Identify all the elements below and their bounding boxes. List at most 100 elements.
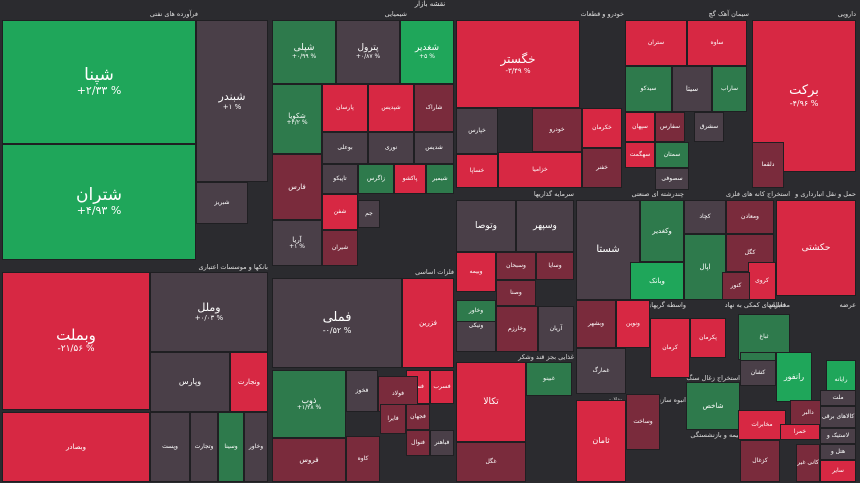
stock-tile[interactable]: شبندر +۱ % — [196, 20, 268, 182]
stock-tile[interactable]: شکویا +۴/۲ % — [272, 84, 322, 154]
stock-tile[interactable]: شاخص — [686, 382, 740, 430]
stock-tile[interactable]: نوری — [368, 132, 414, 164]
stock-tile[interactable]: ونوین — [616, 300, 650, 348]
stock-tile[interactable]: ثامان — [576, 400, 626, 482]
stock-tile[interactable]: ملت — [820, 390, 856, 406]
stock-tile[interactable]: ومعادن — [726, 200, 774, 234]
stock-tile[interactable]: وپارس — [150, 352, 230, 412]
stock-tile[interactable]: جم — [358, 200, 380, 228]
stock-tile[interactable]: شدیس — [414, 132, 454, 164]
stock-tile[interactable]: وبیمه — [456, 252, 496, 292]
stock-tile[interactable]: ساراب — [712, 66, 747, 112]
stock-tile[interactable]: کروی — [748, 262, 776, 300]
stock-tile[interactable]: کاوه — [346, 436, 380, 482]
stock-tile[interactable]: سفارس — [655, 112, 685, 142]
stock-tile[interactable]: غمارگ — [576, 348, 626, 394]
stock-tile[interactable]: وبشهر — [576, 300, 616, 348]
stock-tile[interactable]: آریا +۱ % — [272, 220, 322, 266]
stock-tile[interactable]: فملی -۰/۵۲ % — [272, 278, 402, 368]
stock-tile[interactable]: وخاور — [456, 300, 496, 322]
stock-tile[interactable]: وسینا — [218, 412, 244, 482]
stock-tile[interactable]: آریان — [538, 306, 574, 352]
stock-tile[interactable]: کشان — [740, 360, 776, 386]
stock-tile[interactable]: شفن — [322, 194, 358, 230]
stock-tile[interactable]: خگستر -۳/۴۹ % — [456, 20, 580, 108]
stock-tile[interactable]: وپست — [150, 412, 190, 482]
stock-tile[interactable]: ساوه — [687, 20, 747, 66]
stock-tile[interactable]: وبصادر — [2, 412, 150, 482]
stock-tile[interactable]: شاراک — [414, 84, 454, 132]
stock-tile[interactable]: کچاد — [684, 200, 726, 234]
stock-tile[interactable]: تکالا — [456, 362, 526, 442]
stock-tile[interactable]: دلقما — [752, 142, 784, 188]
stock-tile[interactable]: هتل و — [820, 444, 856, 460]
stock-tile[interactable]: سشرق — [694, 112, 724, 142]
stock-tile[interactable]: سیتا — [672, 66, 712, 112]
stock-tile[interactable]: فسرب — [430, 370, 454, 404]
stock-tile[interactable]: خزامیا — [498, 152, 582, 188]
stock-tile[interactable]: وسبحان — [496, 252, 536, 280]
stock-tile[interactable]: پکرمان — [690, 318, 726, 358]
stock-tile[interactable]: سپهان — [625, 112, 655, 142]
stock-tile[interactable]: ستران — [625, 20, 687, 66]
stock-tile[interactable]: خپارس — [456, 108, 498, 154]
stock-tile[interactable]: حکشتی — [776, 200, 856, 296]
stock-tile[interactable]: وکغدیر — [640, 200, 684, 262]
stock-tile[interactable]: سیدکو — [625, 66, 672, 112]
stock-tile[interactable]: خفنر — [582, 148, 622, 188]
stock-tile[interactable]: کالاهای برقی — [820, 406, 856, 428]
stock-tile[interactable]: سصوفی — [655, 168, 689, 190]
stock-tile[interactable]: شتران +۴/۹۳ % — [2, 144, 196, 260]
stock-tile[interactable]: وساخت — [626, 394, 660, 450]
stock-tile[interactable]: شستا — [576, 200, 640, 300]
stock-tile[interactable]: وتجارت — [190, 412, 218, 482]
stock-tile[interactable]: وسایا — [536, 252, 574, 280]
stock-tile[interactable]: زاگرس — [358, 164, 394, 194]
stock-tile[interactable]: فایرا — [380, 404, 406, 434]
stock-tile[interactable]: پاکشو — [394, 164, 426, 194]
stock-tile[interactable]: تاپیکو — [322, 164, 358, 194]
stock-tile[interactable]: غگل — [456, 442, 526, 482]
stock-tile[interactable]: سایر — [820, 460, 856, 482]
stock-tile[interactable]: فجهان — [406, 404, 430, 430]
stock-tile[interactable]: مخابرات — [738, 410, 786, 440]
stock-tile[interactable]: شپدیس — [368, 84, 414, 132]
stock-tile[interactable]: فروس — [272, 438, 346, 482]
stock-tile[interactable]: سمتان — [655, 142, 689, 168]
stock-tile[interactable]: خکرمان — [582, 108, 622, 148]
stock-tile[interactable]: فخوز — [346, 370, 378, 412]
stock-tile[interactable]: سهگمت — [625, 142, 655, 168]
stock-tile[interactable]: لاستیک و — [820, 428, 856, 444]
stock-tile[interactable]: پترول +۰/۸۷ % — [336, 20, 400, 84]
stock-tile[interactable]: وصنا — [496, 280, 536, 306]
stock-tile[interactable]: فنوال — [406, 430, 430, 456]
stock-tile[interactable]: شغدیر +۵ % — [400, 20, 454, 84]
stock-tile[interactable]: غبینو — [526, 362, 572, 396]
stock-tile[interactable]: شپنا +۲/۳۳ % — [2, 20, 196, 144]
stock-tile[interactable]: شیمیر — [426, 164, 454, 194]
stock-tile[interactable]: بوعلی — [322, 132, 368, 164]
stock-tile[interactable]: اپال — [684, 234, 726, 300]
stock-tile[interactable]: شیران — [322, 230, 358, 266]
stock-tile[interactable]: شبریز — [196, 182, 248, 224]
stock-tile[interactable]: فزرین — [402, 278, 454, 368]
stock-tile[interactable]: کانی غیر — [796, 444, 820, 482]
stock-tile[interactable]: فباهنر — [430, 430, 454, 456]
stock-tile[interactable]: وبانک — [630, 262, 684, 300]
stock-tile[interactable]: وبملت -۲۱/۵۶ % — [2, 272, 150, 410]
stock-tile[interactable]: شپلی +۰/۹۹ % — [272, 20, 336, 84]
stock-tile[interactable]: وتوصا — [456, 200, 516, 252]
stock-tile[interactable]: رانفور — [776, 352, 812, 402]
stock-tile[interactable]: ونجارت — [230, 352, 268, 412]
stock-tile[interactable]: وخارزم — [496, 306, 538, 352]
stock-tile[interactable]: وخاور — [244, 412, 268, 482]
stock-tile[interactable]: فارس — [272, 154, 322, 220]
stock-tile[interactable]: خساپا — [456, 154, 498, 188]
stock-tile[interactable]: پارسان — [322, 84, 368, 132]
stock-tile[interactable]: کزغال — [740, 440, 780, 482]
stock-tile[interactable]: خمرا — [780, 424, 820, 440]
stock-tile[interactable]: ذوب +۱/۲۸ % — [272, 370, 346, 438]
stock-tile[interactable]: وملل +۰/۰۳ % — [150, 272, 268, 352]
stock-tile[interactable]: وسپهر — [516, 200, 574, 252]
stock-tile[interactable]: کرمان — [650, 318, 690, 378]
